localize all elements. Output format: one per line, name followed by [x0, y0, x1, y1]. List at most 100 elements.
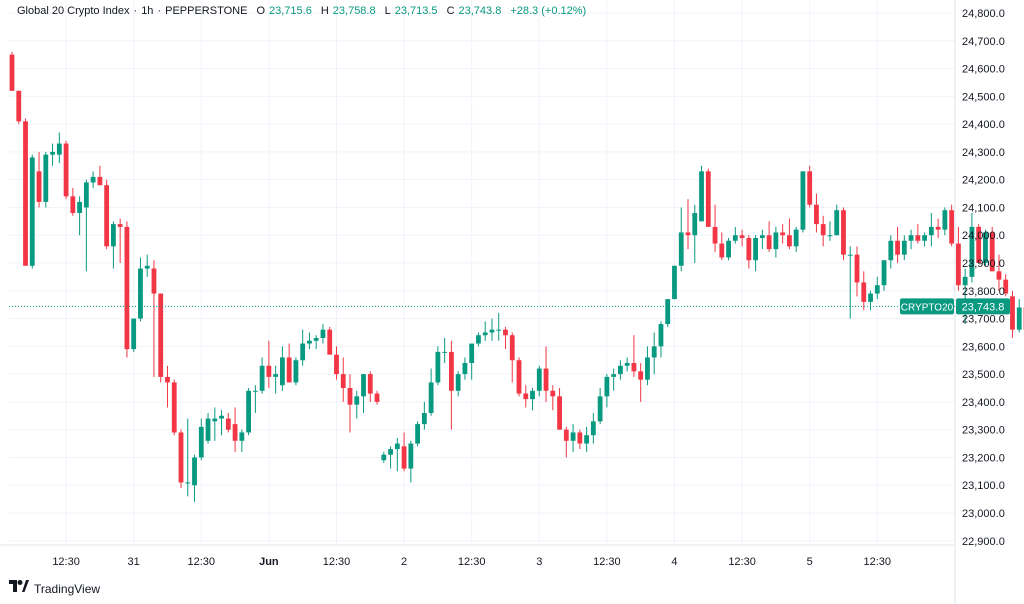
candle-body [719, 243, 725, 258]
candle-body [705, 171, 711, 227]
candle-body [63, 143, 69, 197]
candle-body [462, 363, 468, 375]
candle-body [827, 235, 833, 237]
candle-body [503, 329, 508, 336]
candle-body [83, 182, 89, 208]
candle-body [530, 390, 535, 400]
candle-body [111, 224, 116, 247]
interval-label[interactable]: 1h [141, 5, 154, 17]
candle-body [361, 374, 366, 397]
y-tick-label: 23,400.0 [962, 397, 1005, 409]
candle-body [158, 293, 164, 377]
candle-body [597, 396, 603, 422]
candle-body [874, 285, 880, 294]
candle-body [732, 235, 738, 241]
x-tick-label: 4 [671, 556, 677, 568]
symbol-title[interactable]: Global 20 Crypto Index [17, 5, 130, 17]
candle-body [117, 224, 123, 227]
candle-body [496, 329, 502, 331]
x-tick-label: 12:30 [52, 556, 80, 568]
y-tick-label: 23,000.0 [962, 508, 1005, 520]
candle-body [489, 329, 495, 333]
candle-body [793, 229, 799, 247]
x-tick-label: 12:30 [458, 556, 486, 568]
candle-body [868, 293, 873, 302]
tradingview-logo[interactable]: TradingView [9, 580, 100, 597]
y-tick-label: 23,600.0 [962, 341, 1005, 353]
candle-body [394, 443, 400, 450]
candle-body [665, 299, 671, 325]
separator: · [133, 5, 138, 17]
candle-body [469, 343, 475, 363]
candle-body [225, 418, 231, 430]
x-tick-label: 12:30 [728, 556, 756, 568]
candle-body [759, 235, 765, 238]
candle-body [212, 418, 218, 422]
candle-body [408, 443, 414, 469]
candle-body [983, 232, 988, 263]
candle-body [286, 357, 292, 383]
candle-body [773, 232, 779, 250]
candle-body [942, 210, 948, 230]
x-tick-label: 12:30 [593, 556, 621, 568]
grid [9, 0, 955, 545]
x-tick-label: 12:30 [323, 556, 351, 568]
candle-body [861, 282, 867, 302]
candle-body [949, 210, 955, 244]
chart-legend: Global 20 Crypto Index · 1h · PEPPERSTON… [17, 5, 586, 17]
candle-body [246, 390, 251, 433]
y-tick-label: 24,300.0 [962, 147, 1005, 159]
candle-body [449, 351, 454, 391]
candle-body [746, 238, 752, 261]
candle-body [604, 376, 610, 397]
candle-body [90, 176, 96, 183]
candle-body [807, 171, 813, 205]
y-tick-label: 23,500.0 [962, 369, 1005, 381]
candle-body [631, 363, 637, 372]
candle-body [847, 254, 853, 256]
candle-body [550, 390, 556, 397]
candle-body [421, 413, 427, 425]
candle-body [820, 224, 826, 236]
low-value: 23,713.5 [394, 5, 438, 17]
candle-body [901, 240, 907, 255]
candle-body [185, 482, 191, 484]
candle-body [766, 235, 772, 250]
candle-body [712, 226, 718, 244]
candle-body [888, 240, 894, 261]
candle-body [9, 54, 15, 91]
y-tick-label: 24,800.0 [962, 8, 1005, 20]
candle-body [928, 226, 934, 236]
candle-body [482, 332, 488, 336]
candle-body [97, 176, 103, 186]
candle-body [881, 260, 887, 286]
candle-body [23, 121, 28, 266]
high-label: H [320, 5, 329, 17]
candle-body [219, 415, 224, 419]
candle-body [381, 454, 387, 461]
candle-body [334, 354, 339, 375]
candle-body [313, 338, 319, 341]
candle-body [969, 226, 975, 277]
candle-body [672, 265, 677, 300]
candle-body [584, 435, 589, 444]
y-tick-label: 23,200.0 [962, 452, 1005, 464]
candle-body [658, 324, 664, 347]
candle-body [401, 446, 407, 469]
x-tick-label: 3 [536, 556, 542, 568]
candle-body [1010, 296, 1015, 330]
candle-body [442, 351, 448, 353]
y-tick-label: 23,100.0 [962, 480, 1005, 492]
candle-body [895, 240, 900, 255]
candle-body [536, 368, 542, 391]
change-value: +28.3 (+0.12%) [510, 5, 587, 17]
price-badge-label: 23,743.8 [962, 301, 1005, 313]
candle-body [678, 232, 684, 266]
candle-body [266, 365, 272, 377]
x-tick-label: 31 [128, 556, 140, 568]
candle-body [307, 340, 312, 344]
candle-body [29, 157, 35, 266]
candle-body [435, 351, 441, 383]
y-tick-label: 23,800.0 [962, 286, 1005, 298]
